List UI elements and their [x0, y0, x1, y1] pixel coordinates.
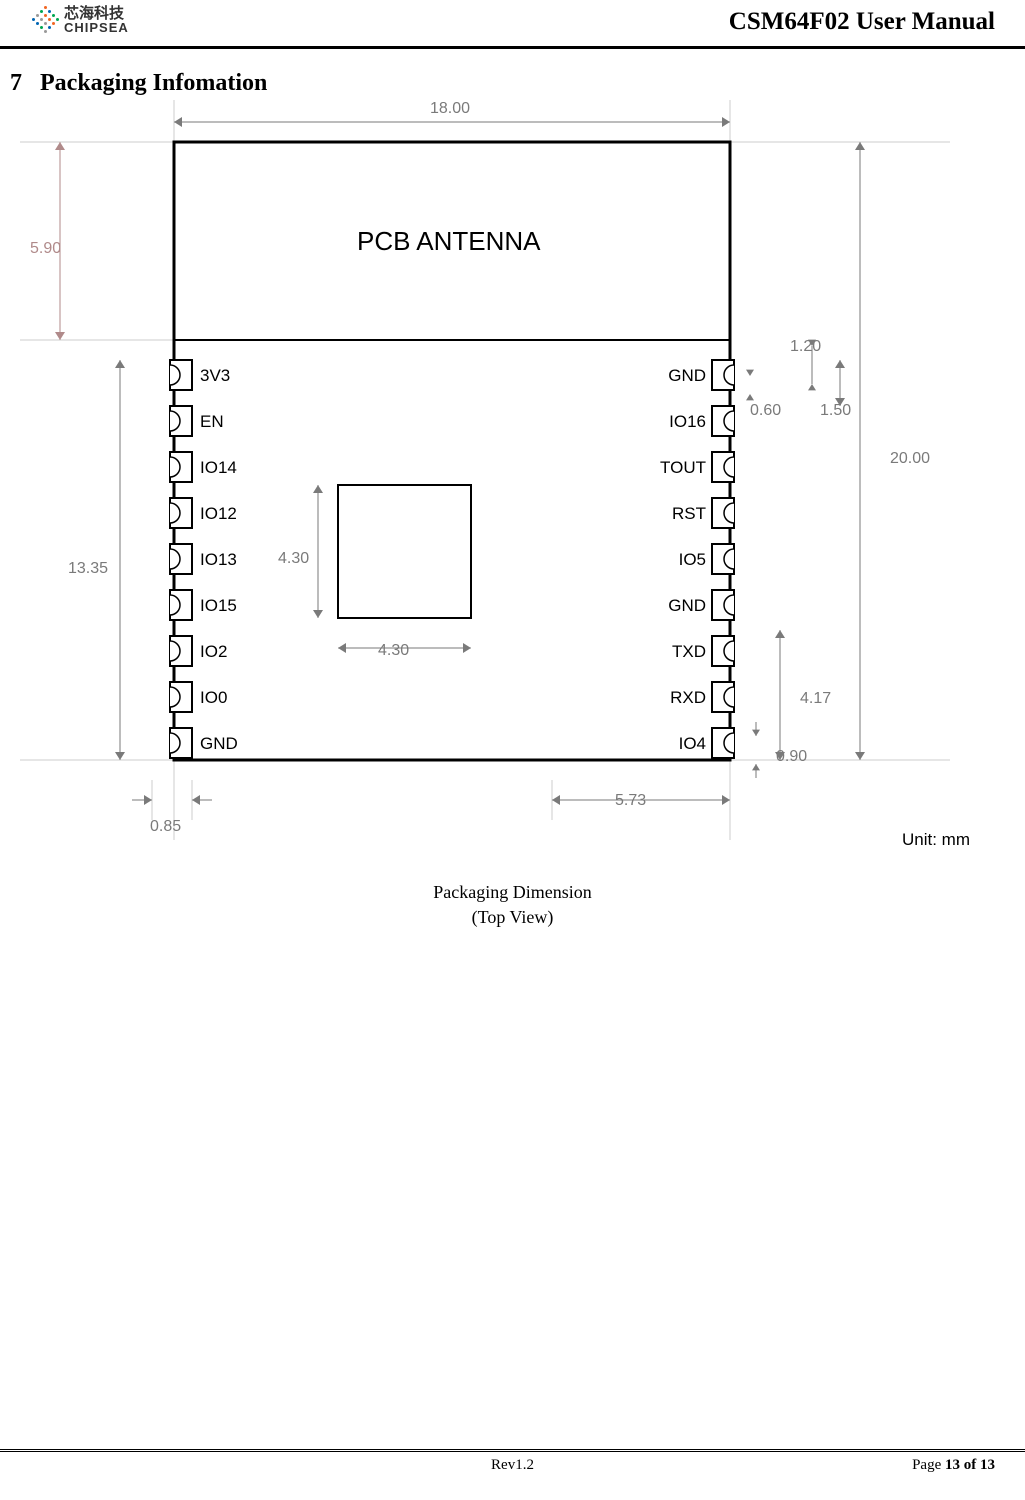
dimension-label: 18.00 [430, 100, 470, 118]
pin-label: RST [656, 504, 706, 524]
section-title: Packaging Infomation [40, 70, 267, 96]
pin-label: GND [656, 596, 706, 616]
figure-caption: Packaging Dimension (Top View) [0, 880, 1025, 930]
pin-label: GND [200, 734, 238, 754]
pin-label: IO16 [656, 412, 706, 432]
footer-rev: Rev1.2 [491, 1457, 534, 1474]
pin-label: TOUT [656, 458, 706, 478]
section-number: 7 [10, 70, 22, 96]
dimension-label: 1.50 [820, 402, 851, 420]
footer: Rev1.2 Page 13 of 13 [0, 1449, 1025, 1476]
brand-logo: 芯海科技 CHIPSEA [30, 6, 129, 34]
pin-label: GND [656, 366, 706, 386]
dimension-label: 5.90 [30, 240, 61, 258]
pin-label: IO13 [200, 550, 237, 570]
caption-line2: (Top View) [472, 907, 554, 927]
pin-label: IO5 [656, 550, 706, 570]
dimension-label: 5.73 [615, 792, 646, 810]
antenna-label: PCB ANTENNA [357, 226, 541, 257]
pin-label: IO15 [200, 596, 237, 616]
section-heading: 7 Packaging Infomation [10, 70, 267, 97]
dimension-label: 0.85 [150, 818, 181, 836]
dimension-label: 0.90 [776, 748, 807, 766]
doc-title: CSM64F02 User Manual [729, 8, 995, 36]
package-diagram: PCB ANTENNA 3V3 EN IO14 IO12 IO13 IO15 IO2 IO0 G… [20, 100, 1000, 860]
logo-cn: 芯海科技 [64, 6, 129, 21]
caption-line1: Packaging Dimension [433, 882, 591, 902]
dimension-label: 0.60 [750, 402, 781, 420]
dimension-label: 4.30 [378, 642, 409, 660]
pin-label: IO4 [656, 734, 706, 754]
unit-label: Unit: mm [902, 830, 970, 850]
dimension-label: 1.20 [790, 338, 821, 356]
dimension-label: 4.30 [278, 550, 309, 568]
pin-label: IO12 [200, 504, 237, 524]
logo-icon [30, 6, 58, 34]
dimension-label: 4.17 [800, 690, 831, 708]
dimension-label: 13.35 [68, 560, 108, 578]
pin-label: IO0 [200, 688, 227, 708]
diagram-svg [20, 100, 1000, 860]
pin-label: IO14 [200, 458, 237, 478]
pin-label: RXD [656, 688, 706, 708]
pin-label: EN [200, 412, 224, 432]
dimension-label: 20.00 [890, 450, 930, 468]
logo-en: CHIPSEA [64, 21, 129, 34]
pin-label: IO2 [200, 642, 227, 662]
footer-page: Page 13 of 13 [912, 1457, 995, 1474]
pin-label: 3V3 [200, 366, 230, 386]
pin-label: TXD [656, 642, 706, 662]
